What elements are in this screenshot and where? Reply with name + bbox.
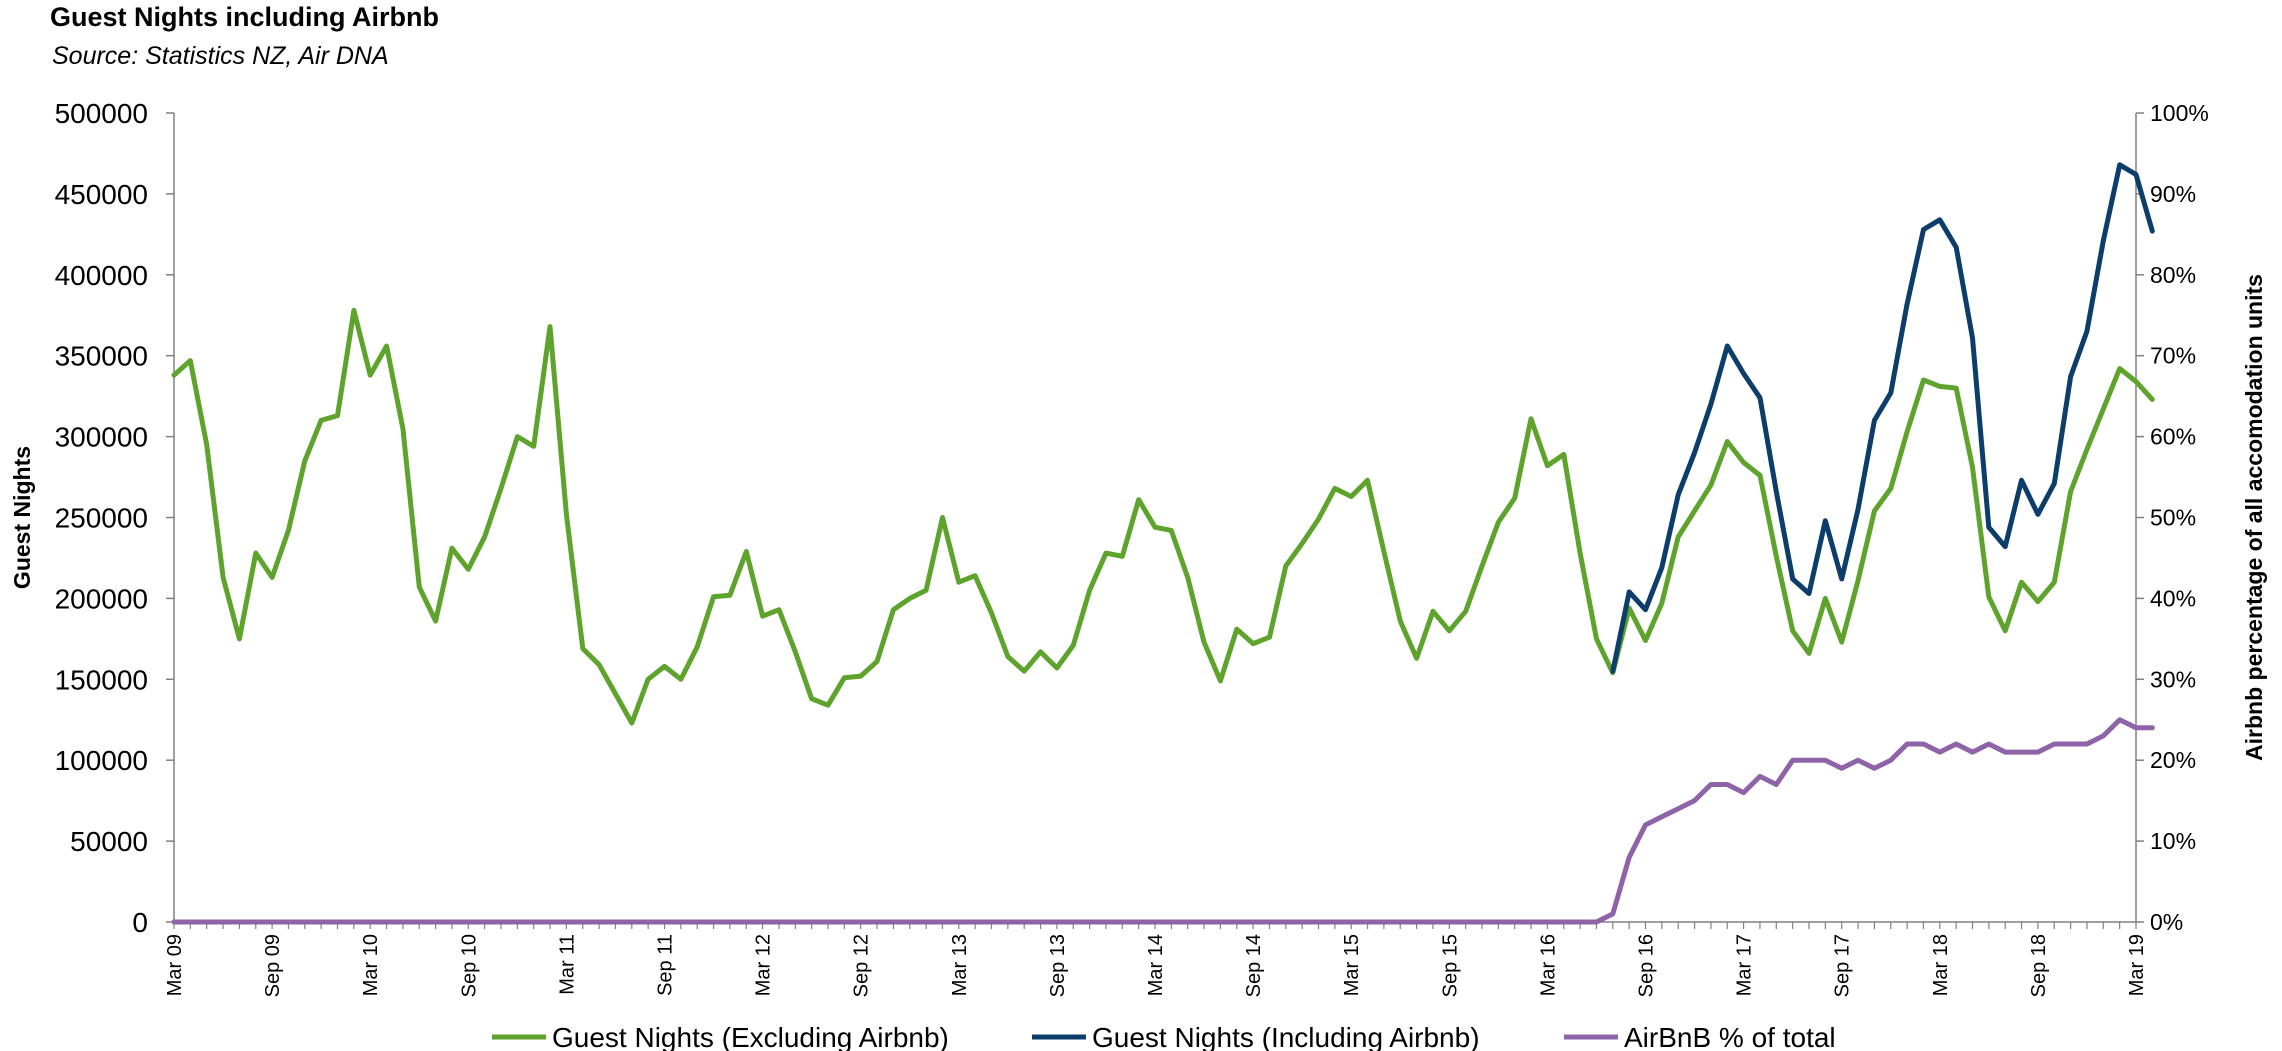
x-tick-label: Sep 12 bbox=[851, 934, 873, 997]
x-tick-label: Sep 13 bbox=[1047, 934, 1069, 997]
x-tick-label: Mar 14 bbox=[1145, 934, 1167, 996]
y-tick-label-right: 50% bbox=[2150, 505, 2196, 531]
x-tick-label: Sep 09 bbox=[262, 934, 284, 997]
y-tick-label-left: 300000 bbox=[55, 422, 148, 453]
chart-title: Guest Nights including Airbnb bbox=[50, 2, 439, 32]
x-tick-label: Mar 16 bbox=[1537, 934, 1559, 996]
y-tick-label-left: 50000 bbox=[70, 826, 148, 857]
y-axis-title-left: Guest Nights bbox=[9, 446, 35, 589]
x-tick-label: Sep 14 bbox=[1243, 934, 1265, 997]
y-tick-label-left: 450000 bbox=[55, 179, 148, 210]
x-tick-label: Sep 16 bbox=[1636, 934, 1658, 997]
y-tick-label-left: 150000 bbox=[55, 664, 148, 695]
y-tick-label-left: 350000 bbox=[55, 341, 148, 372]
x-tick-label: Mar 13 bbox=[949, 934, 971, 996]
legend-label-1: Guest Nights (Excluding Airbnb) bbox=[552, 1022, 949, 1051]
y-tick-label-left: 200000 bbox=[55, 583, 148, 614]
x-tick-label: Sep 10 bbox=[458, 934, 480, 997]
y-tick-label-left: 250000 bbox=[55, 503, 148, 534]
legend-label-3: AirBnB % of total bbox=[1624, 1022, 1836, 1051]
y-tick-label-right: 100% bbox=[2150, 100, 2209, 126]
x-tick-label: Mar 15 bbox=[1341, 934, 1363, 996]
chart-subtitle: Source: Statistics NZ, Air DNA bbox=[52, 42, 389, 70]
series-line-1 bbox=[171, 307, 2155, 726]
y-tick-label-right: 0% bbox=[2150, 909, 2183, 935]
y-tick-label-right: 30% bbox=[2150, 666, 2196, 692]
x-tick-label: Sep 18 bbox=[2028, 934, 2050, 997]
x-tick-label: Mar 11 bbox=[556, 934, 578, 995]
y-tick-label-right: 20% bbox=[2150, 747, 2196, 773]
series-line-2 bbox=[1610, 162, 2155, 674]
series-line-3 bbox=[171, 717, 2155, 925]
y-axis-title-right: Airbnb percentage of all accomodation un… bbox=[2241, 274, 2267, 761]
y-tick-label-right: 80% bbox=[2150, 262, 2196, 288]
y-tick-label-right: 70% bbox=[2150, 343, 2196, 369]
x-tick-label: Sep 17 bbox=[1832, 934, 1854, 997]
y-tick-label-left: 0 bbox=[132, 907, 148, 938]
x-tick-label: Mar 19 bbox=[2126, 934, 2148, 996]
x-tick-label: Mar 10 bbox=[360, 934, 382, 996]
x-tick-label: Mar 18 bbox=[1930, 934, 1952, 996]
x-tick-label: Mar 09 bbox=[164, 934, 186, 996]
y-tick-label-right: 10% bbox=[2150, 828, 2196, 854]
x-tick-label: Sep 15 bbox=[1439, 934, 1461, 997]
y-tick-label-right: 90% bbox=[2150, 181, 2196, 207]
y-tick-label-left: 400000 bbox=[55, 260, 148, 291]
x-tick-label: Mar 17 bbox=[1734, 934, 1756, 996]
legend-label-2: Guest Nights (Including Airbnb) bbox=[1092, 1022, 1480, 1051]
x-tick-label: Sep 11 bbox=[655, 934, 677, 996]
x-tick-label: Mar 12 bbox=[753, 934, 775, 996]
y-tick-label-right: 60% bbox=[2150, 424, 2196, 450]
y-tick-label-right: 40% bbox=[2150, 585, 2196, 611]
y-tick-label-left: 500000 bbox=[55, 98, 148, 129]
y-tick-label-left: 100000 bbox=[55, 745, 148, 776]
